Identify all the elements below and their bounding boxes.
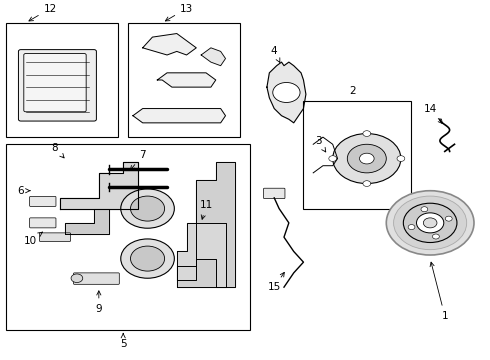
Bar bbox=[128, 23, 240, 137]
Text: 9: 9 bbox=[96, 291, 102, 314]
Circle shape bbox=[360, 153, 374, 164]
Circle shape bbox=[445, 216, 452, 221]
Polygon shape bbox=[133, 109, 225, 123]
Text: 3: 3 bbox=[315, 136, 326, 152]
Circle shape bbox=[53, 91, 71, 104]
FancyBboxPatch shape bbox=[264, 188, 285, 199]
Polygon shape bbox=[60, 162, 138, 208]
Text: 13: 13 bbox=[165, 4, 193, 21]
Bar bbox=[6, 144, 250, 330]
FancyBboxPatch shape bbox=[74, 273, 119, 284]
Circle shape bbox=[333, 134, 401, 184]
Circle shape bbox=[408, 225, 415, 230]
Text: 5: 5 bbox=[120, 333, 126, 349]
Text: 10: 10 bbox=[24, 232, 43, 246]
FancyBboxPatch shape bbox=[24, 54, 86, 112]
Circle shape bbox=[403, 203, 457, 243]
Circle shape bbox=[363, 131, 371, 136]
Circle shape bbox=[130, 196, 165, 221]
Text: 7: 7 bbox=[130, 150, 146, 170]
Polygon shape bbox=[201, 48, 225, 66]
Bar bbox=[6, 23, 118, 137]
Circle shape bbox=[397, 156, 405, 161]
Circle shape bbox=[363, 181, 371, 186]
Bar bbox=[303, 102, 411, 208]
Text: 8: 8 bbox=[51, 143, 64, 158]
Polygon shape bbox=[177, 223, 225, 287]
Circle shape bbox=[121, 189, 174, 228]
FancyBboxPatch shape bbox=[30, 197, 56, 206]
Text: 12: 12 bbox=[29, 4, 57, 21]
Circle shape bbox=[433, 234, 440, 239]
Circle shape bbox=[416, 213, 444, 233]
Text: 6: 6 bbox=[18, 186, 30, 196]
Circle shape bbox=[393, 196, 466, 249]
Polygon shape bbox=[177, 162, 235, 287]
Circle shape bbox=[329, 156, 337, 161]
Text: 15: 15 bbox=[268, 273, 284, 292]
Circle shape bbox=[423, 218, 437, 228]
Circle shape bbox=[130, 246, 165, 271]
Circle shape bbox=[386, 191, 474, 255]
FancyBboxPatch shape bbox=[19, 50, 97, 121]
Circle shape bbox=[121, 239, 174, 278]
Circle shape bbox=[347, 144, 386, 173]
Polygon shape bbox=[267, 62, 306, 123]
Polygon shape bbox=[143, 33, 196, 55]
Polygon shape bbox=[65, 208, 109, 234]
Circle shape bbox=[71, 274, 83, 283]
Text: 4: 4 bbox=[271, 46, 280, 62]
Text: 1: 1 bbox=[430, 262, 448, 321]
Text: 11: 11 bbox=[199, 200, 213, 219]
FancyBboxPatch shape bbox=[39, 233, 71, 242]
Circle shape bbox=[273, 82, 300, 103]
Text: 14: 14 bbox=[423, 104, 442, 123]
Text: 2: 2 bbox=[349, 86, 356, 96]
Polygon shape bbox=[157, 73, 216, 87]
Circle shape bbox=[421, 207, 428, 212]
FancyBboxPatch shape bbox=[30, 218, 56, 228]
